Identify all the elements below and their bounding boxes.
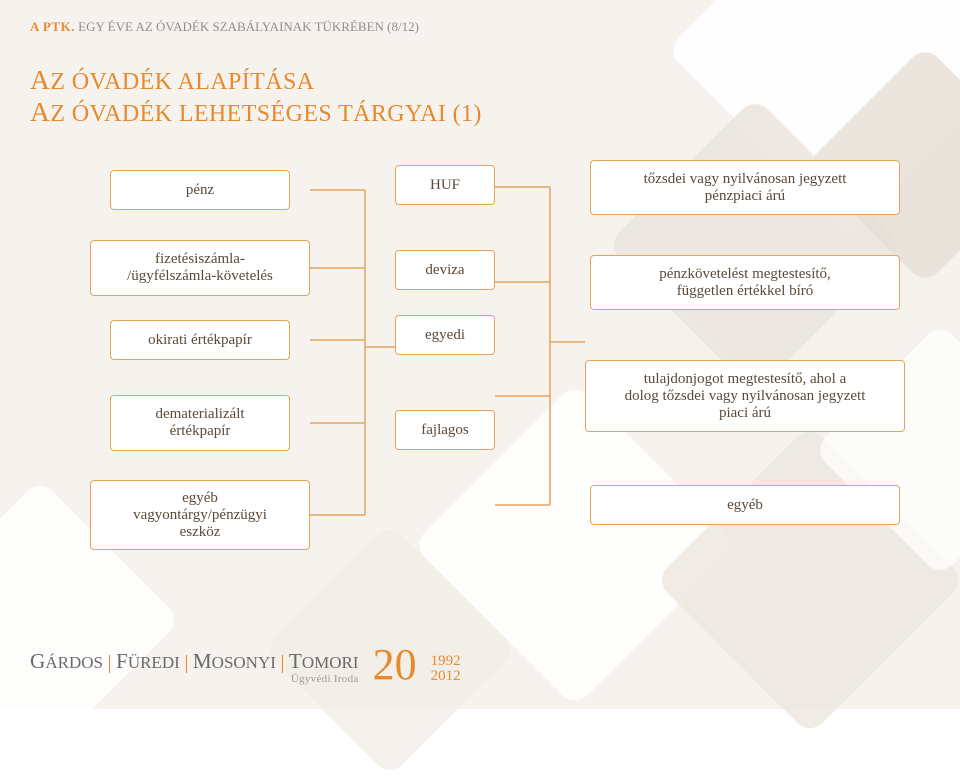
logo-names: GÁRDOS FÜREDI MOSONYI TOMORI bbox=[30, 650, 359, 673]
anniversary-years: 1992 2012 bbox=[431, 654, 461, 686]
logo-name: TOMORI bbox=[289, 655, 359, 672]
year-end: 2012 bbox=[431, 669, 461, 685]
footer: GÁRDOS FÜREDI MOSONYI TOMORI Ügyvédi Iro… bbox=[30, 645, 461, 685]
header-prefix: A PTK. bbox=[30, 19, 75, 34]
year-start: 1992 bbox=[431, 654, 461, 670]
slide-header: A PTK. EGY ÉVE AZ ÓVADÉK SZABÁLYAINAK TÜ… bbox=[30, 18, 419, 36]
header-rest: EGY ÉVE AZ ÓVADÉK SZABÁLYAINAK TÜKRÉBEN … bbox=[75, 19, 419, 34]
logo-divider bbox=[282, 655, 283, 673]
title-line-2: AZ ÓVADÉK LEHETSÉGES TÁRGYAI (1) bbox=[30, 96, 482, 128]
title-line-1: AZ ÓVADÉK ALAPÍTÁSA bbox=[30, 64, 482, 96]
connectors bbox=[30, 160, 930, 580]
title-block: AZ ÓVADÉK ALAPÍTÁSA AZ ÓVADÉK LEHETSÉGES… bbox=[30, 64, 482, 128]
logo-name: MOSONYI bbox=[193, 655, 276, 672]
logo-text: GÁRDOS FÜREDI MOSONYI TOMORI Ügyvédi Iro… bbox=[30, 650, 359, 685]
logo-name: FÜREDI bbox=[116, 655, 180, 672]
anniversary-number: 20 bbox=[373, 645, 417, 685]
logo-divider bbox=[109, 655, 110, 673]
logo-divider bbox=[186, 655, 187, 673]
logo-name: GÁRDOS bbox=[30, 655, 103, 672]
logo-subtitle: Ügyvédi Iroda bbox=[30, 673, 359, 685]
